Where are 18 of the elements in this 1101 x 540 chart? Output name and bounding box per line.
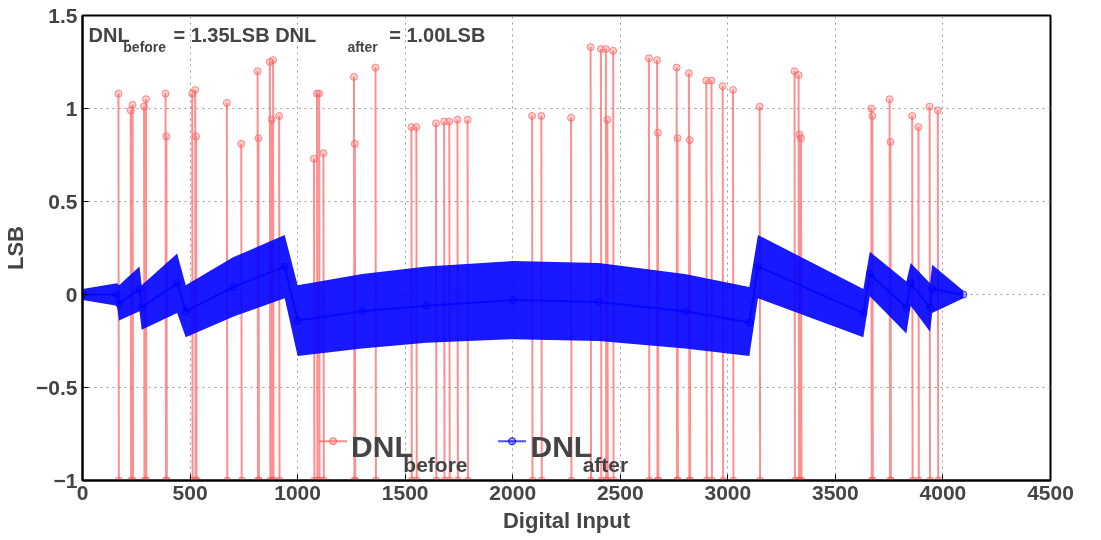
y-tick-label: 1 [65,96,78,120]
y-tick-label: 0 [65,282,78,306]
y-tick-label: 1.5 [48,3,78,27]
x-tick-label: 3500 [812,480,859,504]
x-tick-label: 1500 [381,480,429,504]
text: DNLbefore = 1.35LSB DNLafter = 1.00LSB [88,23,486,55]
y-tick-label: −1 [53,468,78,492]
y-axis-title: LSB [3,226,29,270]
x-tick-label: 4500 [1027,480,1074,504]
x-tick-label: 3000 [704,480,752,504]
x-axis-title: Digital Input [502,507,631,533]
y-tick-label: 0.5 [48,189,78,213]
x-tick-label: 2500 [596,480,644,504]
x-tick-label: 1000 [274,480,321,504]
x-tick-label: 2000 [489,480,537,504]
x-tick-label: 4000 [919,480,967,504]
x-tick-label: 500 [172,480,208,504]
y-tick-label: −0.5 [36,375,78,399]
